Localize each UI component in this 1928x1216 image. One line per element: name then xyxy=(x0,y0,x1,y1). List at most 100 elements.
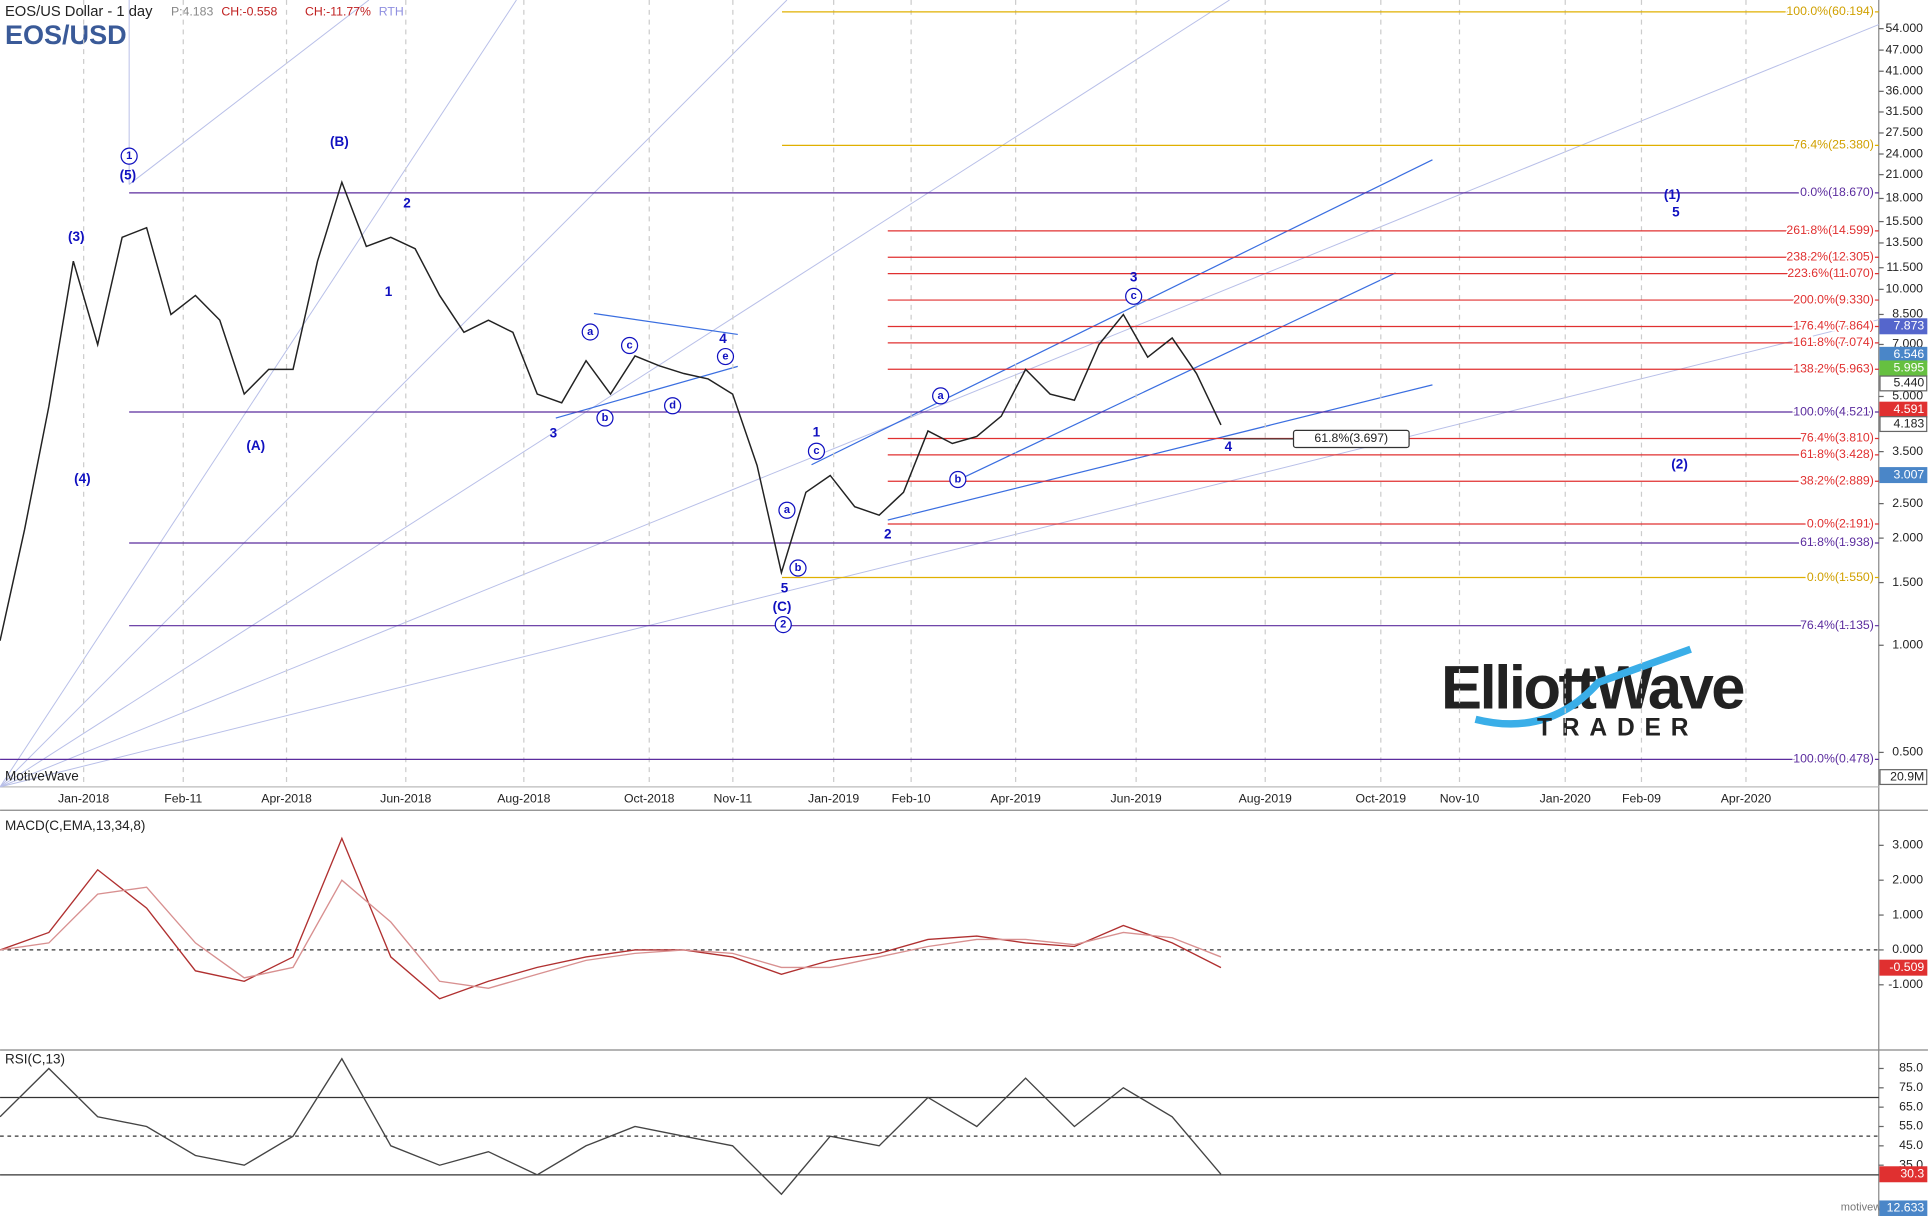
price-badge xyxy=(1879,1166,1928,1183)
symbol: EOS/USD xyxy=(5,20,127,50)
price-badge xyxy=(1879,467,1928,484)
fib-label: 200.0%(9.330) xyxy=(1793,292,1874,306)
channel-line xyxy=(958,272,1396,481)
fib-label: 0.0%(2.191) xyxy=(1807,516,1874,530)
y-tick-label: 11.500 xyxy=(1886,260,1923,274)
wave-label: 3 xyxy=(1130,269,1138,284)
y-tick-label: 18.000 xyxy=(1885,191,1923,205)
x-tick-label: Oct-2018 xyxy=(624,791,675,805)
wave-label: c xyxy=(626,339,632,351)
wave-label: 5 xyxy=(781,581,789,596)
last-price: P:4.183 xyxy=(171,5,214,19)
wave-label: 1 xyxy=(126,150,132,162)
logo-sub: TRADER xyxy=(1537,715,1698,742)
wave-circle xyxy=(778,501,796,519)
y-tick-label: 1.500 xyxy=(1892,575,1923,589)
fib-label: 100.0%(0.478) xyxy=(1793,752,1874,766)
x-tick-label: Nov-10 xyxy=(1440,791,1480,805)
fib-label: 61.8%(3.428) xyxy=(1800,447,1874,461)
instrument: EOS/US Dollar - 1 day xyxy=(5,4,153,20)
fib-label: 76.4%(3.810) xyxy=(1800,431,1874,445)
x-tick-label: Apr-2019 xyxy=(990,791,1041,805)
x-tick-label: Jun-2018 xyxy=(380,791,431,805)
wave-label: 2 xyxy=(780,619,786,631)
wave-circle xyxy=(663,397,682,415)
macd-title: MACD(C,EMA,13,34,8) xyxy=(5,818,145,833)
y-tick-label: 3.500 xyxy=(1892,444,1923,458)
price-badge-label: -0.509 xyxy=(1889,960,1924,974)
y-tick-label: 15.500 xyxy=(1885,214,1923,228)
target-box xyxy=(1292,429,1410,449)
wave-label: a xyxy=(587,326,594,338)
y-tick-label: 45.0 xyxy=(1899,1138,1923,1152)
y-tick-label: -1.000 xyxy=(1888,977,1923,991)
x-tick-label: Apr-2020 xyxy=(1721,791,1772,805)
wave-label: a xyxy=(938,390,945,402)
price-badge xyxy=(1879,375,1928,392)
y-tick-label: 3.000 xyxy=(1892,838,1923,852)
price-badge-label: 5.995 xyxy=(1894,361,1925,375)
price-badge xyxy=(1879,416,1928,433)
wave-label: b xyxy=(602,412,609,424)
fib-label: 161.8%(7.074) xyxy=(1793,335,1874,349)
wave-label: 1 xyxy=(385,284,393,299)
session: RTH xyxy=(379,5,404,19)
price-badge-label: 6.546 xyxy=(1894,347,1925,361)
price-badge-label: 4.183 xyxy=(1894,416,1925,430)
wave-label: (1) xyxy=(1664,187,1681,202)
logo-swoosh xyxy=(1474,645,1692,728)
wave-circle xyxy=(620,336,639,355)
series-line xyxy=(0,1057,1222,1196)
x-tick-label: Apr-2018 xyxy=(261,791,312,805)
y-tick-label: 41.000 xyxy=(1885,63,1923,77)
wave-circle xyxy=(1125,287,1143,305)
fan-line xyxy=(0,0,517,788)
x-tick-label: Feb-11 xyxy=(164,791,202,805)
x-tick-label: Jan-2020 xyxy=(1540,791,1591,805)
wave-label: 3 xyxy=(550,426,558,441)
x-tick-label: Feb-10 xyxy=(892,791,931,805)
price-badge-label: 12.633 xyxy=(1887,1201,1925,1215)
y-tick-label: 13.500 xyxy=(1885,235,1923,249)
y-tick-label: 24.000 xyxy=(1885,146,1923,160)
y-tick-label: 21.000 xyxy=(1885,167,1923,181)
wave-circle xyxy=(789,559,807,577)
price-line xyxy=(0,179,1222,641)
wave-label: 2 xyxy=(884,526,892,541)
price-badge xyxy=(1879,318,1928,335)
fan-line xyxy=(128,0,370,185)
y-tick-label: 31.500 xyxy=(1885,104,1923,118)
channel-line xyxy=(887,384,1433,521)
wave-label: d xyxy=(669,400,676,412)
price-badge-label: 4.591 xyxy=(1894,402,1925,416)
fan-line xyxy=(0,0,788,788)
wave-circle xyxy=(596,409,614,427)
y-tick-label: 0.000 xyxy=(1892,942,1923,956)
wave-label: (3) xyxy=(68,229,85,244)
change-pct: CH:-11.77% xyxy=(305,5,371,19)
y-tick-label: 2.000 xyxy=(1892,872,1923,886)
y-tick-label: 47.000 xyxy=(1885,42,1923,56)
series-line xyxy=(0,879,1222,989)
y-tick-label: 1.000 xyxy=(1892,638,1923,652)
volume-badge xyxy=(1879,769,1928,786)
fib-label: 100.0%(60.194) xyxy=(1786,4,1873,18)
fib-label: 76.4%(1.135) xyxy=(1800,618,1874,632)
x-tick-label: Feb-09 xyxy=(1622,791,1661,805)
y-tick-label: 10.000 xyxy=(1885,282,1923,296)
wave-circle xyxy=(581,323,599,341)
change: CH:-0.558 xyxy=(221,5,277,19)
y-tick-label: 2.000 xyxy=(1892,530,1923,544)
x-tick-label: Aug-2018 xyxy=(497,791,550,805)
wave-label: 4 xyxy=(719,331,727,346)
fib-label: 176.4%(7.864) xyxy=(1793,319,1874,333)
price-badge xyxy=(1879,959,1928,976)
fib-label: 238.2%(12.305) xyxy=(1786,250,1873,264)
channel-line xyxy=(811,159,1433,466)
fib-label: 100.0%(4.521) xyxy=(1793,404,1874,418)
y-tick-label: 65.0 xyxy=(1899,1099,1923,1113)
y-tick-label: 85.0 xyxy=(1899,1061,1923,1075)
wave-label: (C) xyxy=(773,599,792,614)
x-tick-label: Jan-2018 xyxy=(58,791,109,805)
